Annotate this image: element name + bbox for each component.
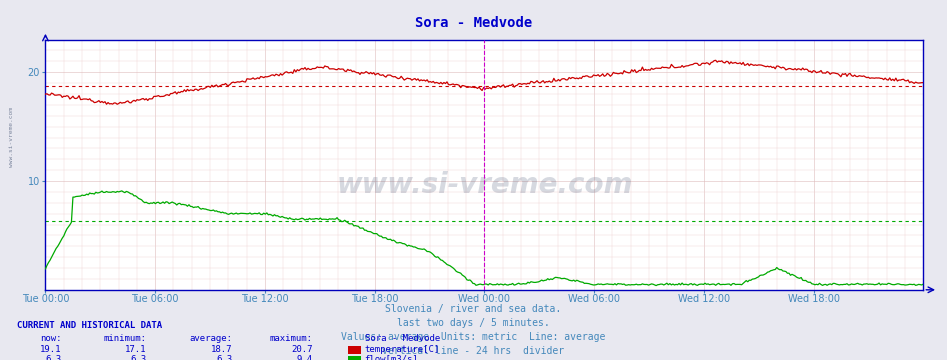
- Text: flow[m3/s]: flow[m3/s]: [365, 355, 419, 360]
- Text: temperature[C]: temperature[C]: [365, 345, 439, 354]
- Text: now:: now:: [40, 334, 62, 343]
- Text: Sora - Medvode: Sora - Medvode: [365, 334, 439, 343]
- Text: 20.7: 20.7: [291, 345, 313, 354]
- Text: Slovenia / river and sea data.
last two days / 5 minutes.
Values: average  Units: Slovenia / river and sea data. last two …: [341, 304, 606, 356]
- Text: 19.1: 19.1: [40, 345, 62, 354]
- Text: www.si-vreme.com: www.si-vreme.com: [9, 107, 14, 167]
- Text: minimum:: minimum:: [104, 334, 147, 343]
- Text: 6.3: 6.3: [131, 355, 147, 360]
- Text: Sora - Medvode: Sora - Medvode: [415, 16, 532, 30]
- Text: 18.7: 18.7: [210, 345, 232, 354]
- Text: average:: average:: [189, 334, 232, 343]
- Text: 6.3: 6.3: [45, 355, 62, 360]
- Text: 6.3: 6.3: [216, 355, 232, 360]
- Text: 17.1: 17.1: [125, 345, 147, 354]
- Text: maximum:: maximum:: [270, 334, 313, 343]
- Text: 9.4: 9.4: [296, 355, 313, 360]
- Text: CURRENT AND HISTORICAL DATA: CURRENT AND HISTORICAL DATA: [17, 321, 162, 330]
- Text: www.si-vreme.com: www.si-vreme.com: [336, 171, 633, 199]
